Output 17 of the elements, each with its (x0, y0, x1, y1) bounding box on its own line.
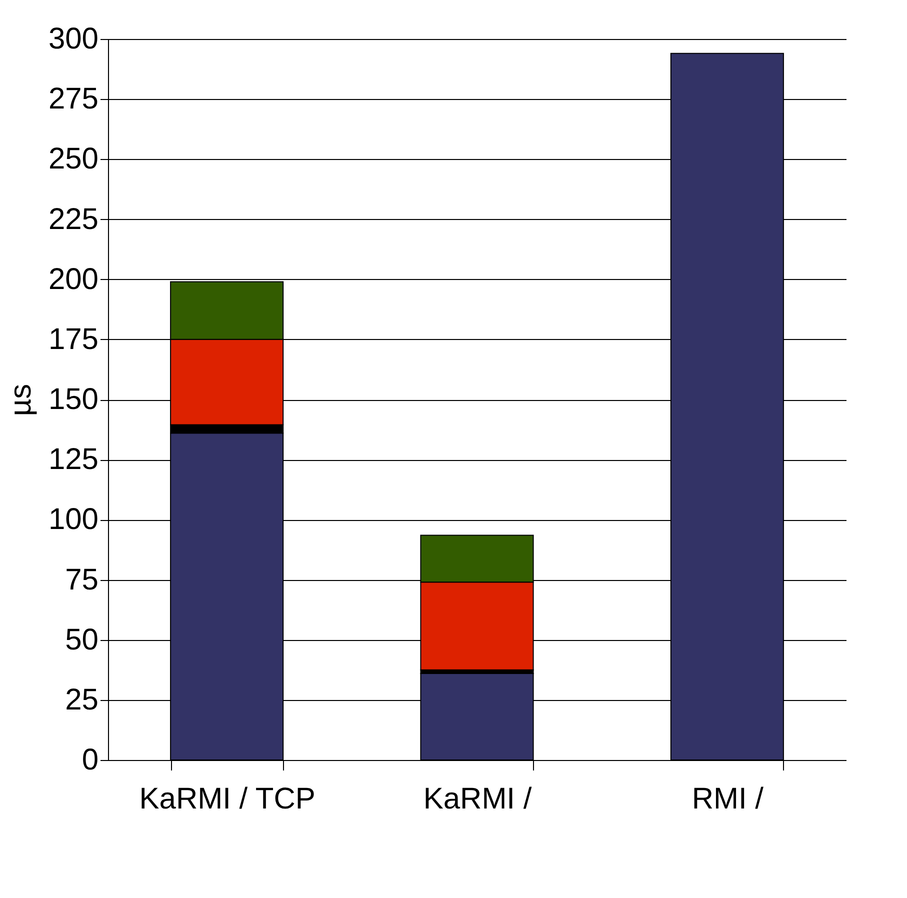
y-tick-label: 75 (65, 563, 98, 596)
y-tick-label: 300 (48, 22, 98, 56)
y-tick-label: 100 (48, 503, 98, 536)
y-tick-label: 200 (48, 262, 98, 296)
y-tick-label: 25 (65, 683, 98, 716)
x-tick-label: KaRMI / (423, 782, 532, 816)
y-tick-label: 0 (82, 744, 98, 776)
y-tick-label: 275 (48, 82, 98, 116)
y-tick-label: 175 (48, 322, 98, 356)
y-axis-title: µs (4, 384, 38, 416)
y-tick-label: 125 (48, 443, 98, 476)
x-tick-label: KaRMI / TCP (139, 782, 316, 816)
x-tick-label: RMI / (692, 782, 764, 816)
y-tick-label: 250 (48, 142, 98, 176)
y-tick-label: 225 (48, 202, 98, 236)
y-tick-label: 150 (48, 383, 98, 416)
y-tick-label: 50 (65, 623, 98, 656)
